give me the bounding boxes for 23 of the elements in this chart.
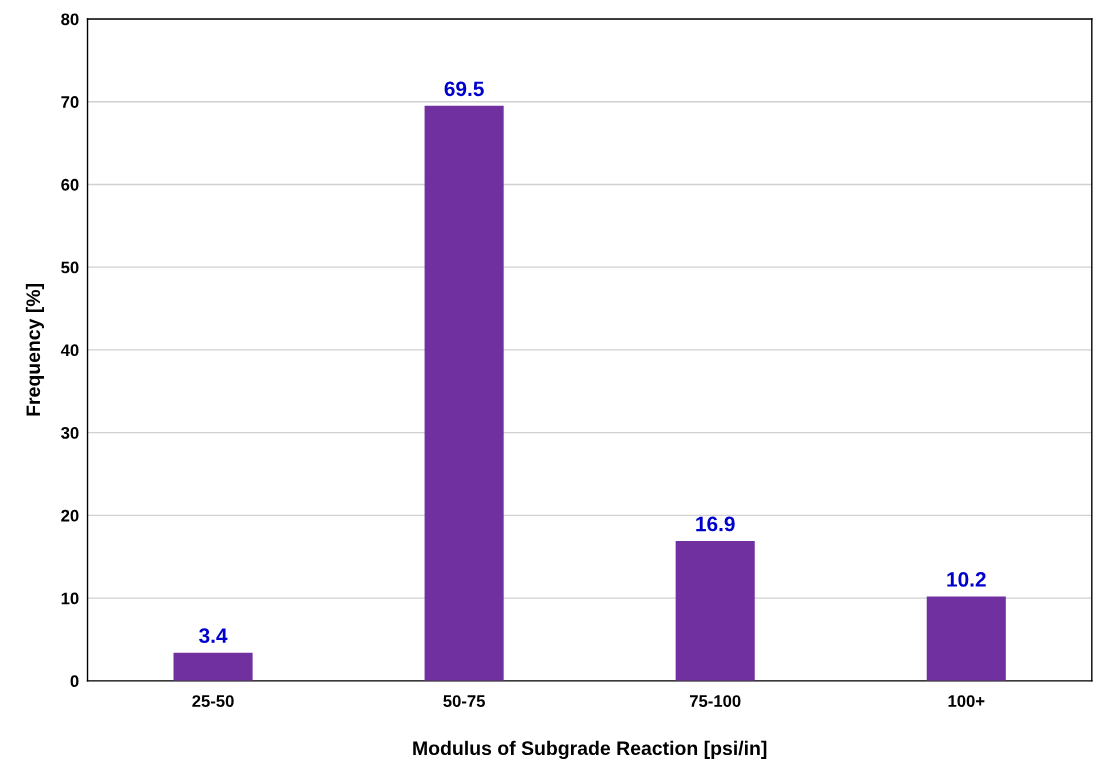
y-tick-label: 50 bbox=[61, 261, 79, 274]
bar bbox=[926, 596, 1006, 681]
y-tick-label: 20 bbox=[61, 509, 79, 522]
y-tick-label: 40 bbox=[60, 344, 79, 357]
y-tick-label: 30 bbox=[61, 427, 79, 439]
y-tick-label: 70 bbox=[61, 96, 79, 108]
bar bbox=[424, 105, 504, 681]
x-axis-title: Modulus of Subgrade Reaction [psi/in] bbox=[413, 740, 767, 759]
y-tick-label: 0 bbox=[70, 675, 79, 688]
x-tick-label: 75-100 bbox=[689, 695, 741, 707]
y-tick-label: 10 bbox=[61, 592, 79, 605]
bar bbox=[675, 541, 755, 681]
y-tick-label: 60 bbox=[61, 178, 79, 191]
x-tick-label: 100+ bbox=[948, 695, 985, 707]
x-tick-label: 50-75 bbox=[443, 695, 485, 707]
data-label: 3.4 bbox=[199, 628, 228, 644]
y-tick-label: 80 bbox=[61, 13, 79, 26]
x-tick-label: 25-50 bbox=[192, 695, 234, 707]
data-label: 10.2 bbox=[947, 572, 986, 587]
data-label: 16.9 bbox=[696, 516, 735, 532]
y-axis-title: Frequency [%] bbox=[25, 284, 44, 416]
bar bbox=[173, 652, 253, 681]
data-label: 69.5 bbox=[444, 81, 484, 97]
